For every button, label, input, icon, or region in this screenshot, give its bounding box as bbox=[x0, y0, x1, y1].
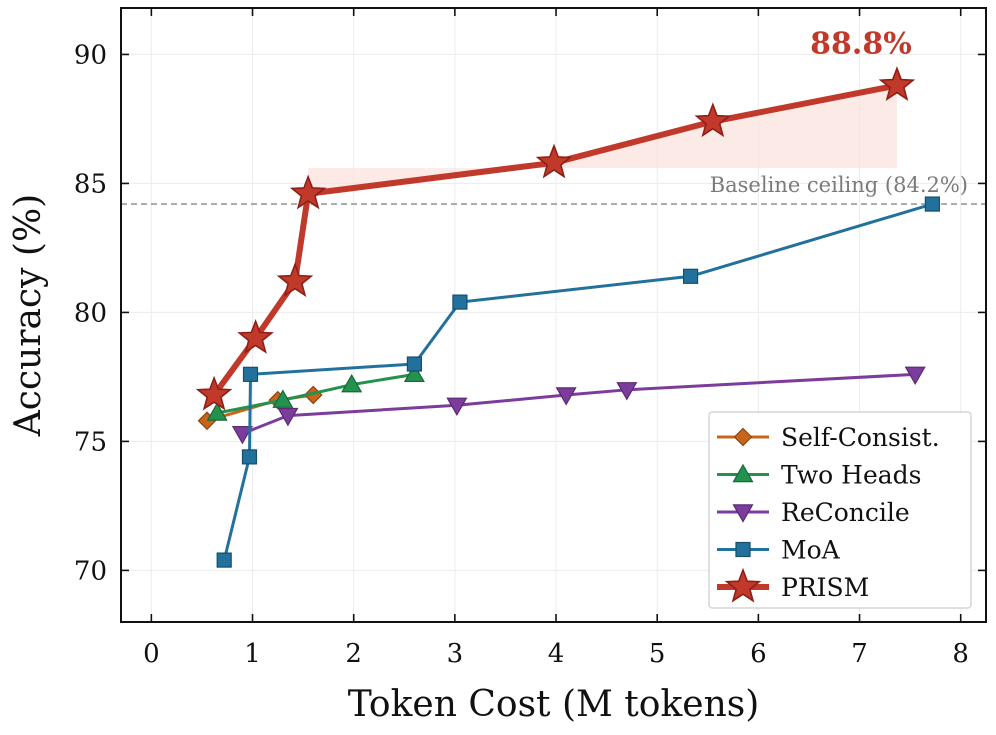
legend-swatch-marker bbox=[732, 463, 754, 483]
two-heads-point bbox=[341, 373, 363, 393]
legend-label: MoA bbox=[781, 536, 841, 565]
x-tick-label: 6 bbox=[750, 639, 767, 669]
y-tick-label: 70 bbox=[74, 556, 107, 586]
prism-point bbox=[878, 66, 916, 101]
reconcile-point bbox=[446, 397, 468, 417]
prism-peak-annotation: 88.8% bbox=[810, 26, 912, 61]
legend-label: Two Heads bbox=[781, 461, 922, 490]
prism-point bbox=[535, 143, 573, 179]
x-axis-title: Token Cost (M tokens) bbox=[348, 684, 760, 725]
y-tick-label: 75 bbox=[74, 427, 107, 457]
x-tick-label: 5 bbox=[649, 639, 666, 669]
series-prism bbox=[195, 66, 916, 411]
reconcile-point bbox=[277, 407, 299, 427]
prism-point bbox=[237, 318, 274, 354]
legend-label: PRISM bbox=[781, 573, 869, 602]
legend-item-prism: PRISM bbox=[717, 567, 869, 603]
legend-label: ReConcile bbox=[781, 498, 910, 527]
y-tick-label: 80 bbox=[74, 298, 107, 328]
two-heads-point bbox=[206, 402, 228, 421]
legend-box bbox=[708, 411, 972, 609]
legend-swatch-marker bbox=[732, 504, 754, 523]
prism-point bbox=[276, 262, 314, 298]
x-tick-label: 3 bbox=[447, 639, 464, 669]
x-tick-label: 4 bbox=[548, 639, 565, 669]
reconcile-point bbox=[904, 366, 926, 386]
series-reconcile bbox=[231, 366, 926, 445]
x-tick-label: 2 bbox=[345, 639, 362, 669]
x-tick-label: 7 bbox=[851, 639, 868, 669]
baseline-ceiling-label: Baseline ceiling (84.2%) bbox=[710, 173, 968, 197]
x-tick-label: 8 bbox=[952, 639, 969, 669]
prism-gain-fill bbox=[308, 85, 897, 194]
moa-point bbox=[216, 552, 232, 568]
legend: Self-Consist. Two Heads ReConcile MoA PRISM bbox=[708, 411, 972, 609]
series bbox=[195, 66, 940, 568]
moa-point bbox=[682, 268, 699, 284]
y-tick-label: 85 bbox=[74, 169, 107, 199]
moa-point bbox=[452, 294, 468, 310]
reconcile-point bbox=[616, 382, 638, 401]
series-moa bbox=[216, 196, 940, 568]
x-axis: 0 1 2 3 4 5 6 7 8 bbox=[143, 8, 969, 669]
legend-swatch-marker bbox=[735, 541, 751, 558]
prism-point bbox=[289, 174, 327, 210]
y-tick-label: 90 bbox=[74, 40, 107, 70]
prism-gain-area bbox=[308, 85, 897, 194]
x-tick-label: 1 bbox=[244, 639, 261, 669]
reconcile-point bbox=[555, 387, 577, 406]
prism-point bbox=[694, 102, 732, 138]
legend-item-reconcile: ReConcile bbox=[717, 498, 910, 527]
moa-point bbox=[241, 449, 258, 465]
legend-swatch-marker bbox=[733, 427, 753, 447]
legend-label: Self-Consist. bbox=[781, 423, 940, 452]
legend-item-moa: MoA bbox=[717, 536, 841, 565]
moa-point bbox=[406, 356, 422, 372]
reconcile-line bbox=[240, 372, 917, 436]
prism-point bbox=[195, 375, 233, 411]
grid bbox=[121, 8, 986, 622]
x-tick-label: 0 bbox=[143, 639, 160, 669]
legend-item-two-heads: Two Heads bbox=[717, 461, 922, 490]
baseline-ceiling: Baseline ceiling (84.2%) bbox=[121, 173, 986, 205]
legend-swatch-marker bbox=[724, 567, 762, 603]
two-heads-point bbox=[403, 363, 425, 383]
legend-item-self-consist: Self-Consist. bbox=[717, 423, 940, 452]
reconcile-point bbox=[231, 425, 253, 445]
plot-frame bbox=[120, 7, 987, 623]
y-axis: 70 75 80 85 90 bbox=[74, 40, 986, 586]
y-axis-title: Accuracy (%) bbox=[8, 194, 49, 437]
two-heads-point bbox=[272, 389, 294, 408]
moa-point bbox=[242, 366, 259, 382]
moa-point bbox=[924, 196, 940, 212]
